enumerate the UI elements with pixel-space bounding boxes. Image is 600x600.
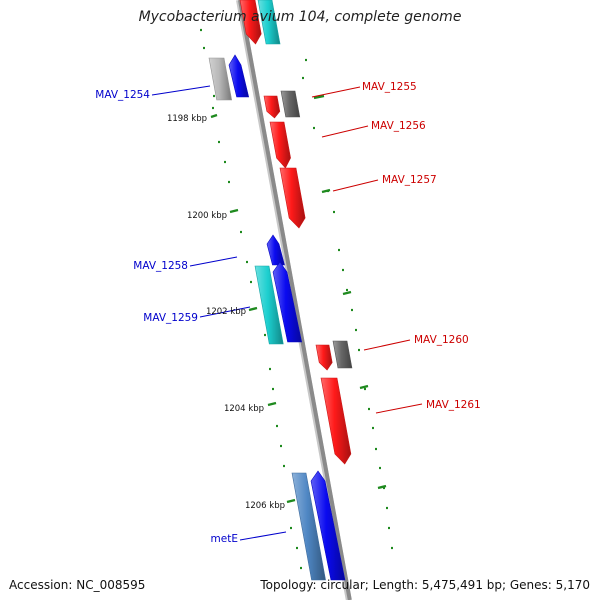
gene-arrow (320, 377, 352, 465)
kbp-label: 1202 kbp (206, 307, 246, 317)
leader-line (321, 125, 369, 138)
gene-arrow (310, 470, 346, 581)
major-tick (286, 498, 296, 504)
gene-label: MAV_1260 (414, 334, 469, 346)
kbp-label: 1198 kbp (167, 114, 207, 124)
gene-label: metE (211, 533, 238, 545)
leader-line (151, 85, 211, 96)
major-tick (229, 208, 239, 214)
gene-arrow (269, 121, 291, 169)
gene-arrow (266, 234, 285, 266)
gene-label: MAV_1254 (95, 89, 150, 101)
gene-label: MAV_1255 (362, 81, 417, 93)
topology-text: Topology: circular; Length: 5,475,491 bp… (260, 578, 590, 592)
major-tick (248, 306, 258, 312)
kbp-label: 1206 kbp (245, 501, 285, 511)
leader-line (189, 256, 238, 267)
gene-arrow (254, 265, 284, 345)
gene-arrow (315, 344, 333, 371)
gene-label: MAV_1261 (426, 399, 481, 411)
leader-line (239, 531, 287, 541)
gene-arrow (332, 340, 353, 369)
gene-label: MAV_1258 (133, 260, 188, 272)
major-tick (313, 94, 325, 100)
gene-arrow (280, 90, 301, 118)
gene-arrow (279, 167, 306, 229)
leader-line (199, 306, 251, 318)
backbone-line (238, 0, 352, 600)
leader-line (363, 339, 411, 351)
major-tick (377, 484, 387, 490)
gene-arrow (228, 54, 250, 98)
genome-title: Mycobacterium avium 104, complete genome (138, 9, 462, 25)
gene-label: MAV_1256 (371, 120, 426, 132)
gene-label: MAV_1257 (382, 174, 437, 186)
gene-arrow (239, 0, 262, 45)
major-tick (359, 384, 369, 390)
gene-arrow (263, 95, 281, 119)
kbp-label: 1200 kbp (187, 211, 227, 221)
major-tick (210, 113, 218, 119)
major-tick (321, 188, 331, 194)
gene-arrow (208, 57, 233, 101)
leader-line (375, 403, 423, 414)
accession-text: Accession: NC_008595 (9, 578, 146, 592)
leader-line (311, 86, 361, 98)
leader-line (332, 179, 379, 192)
gene-label: MAV_1259 (143, 312, 198, 324)
gene-arrow (272, 261, 303, 343)
major-tick (342, 290, 352, 296)
gene-arrow (291, 472, 326, 581)
major-tick (267, 401, 277, 407)
kbp-label: 1204 kbp (224, 404, 264, 414)
gene-arrow (257, 0, 281, 45)
